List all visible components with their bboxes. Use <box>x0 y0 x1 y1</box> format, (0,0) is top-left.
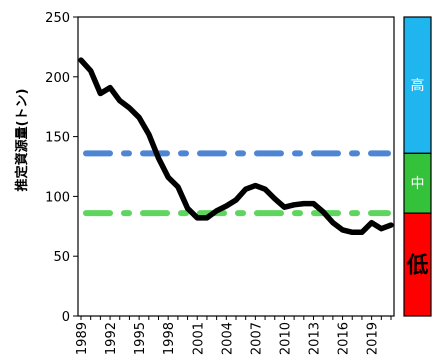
series-line-0 <box>78 57 394 236</box>
plot-frame <box>77 16 395 317</box>
level-band-label-1: 中 <box>411 176 425 192</box>
x-tick-label: 2013 <box>308 322 323 355</box>
x-tick-label: 1989 <box>75 322 90 355</box>
x-tick-label: 1995 <box>133 322 148 355</box>
x-tick-label: 2019 <box>366 322 381 355</box>
y-axis-label: 推定資源量(トン) <box>14 89 30 192</box>
y-tick-label: 250 <box>45 11 70 26</box>
level-bar: 高中低 <box>403 16 432 317</box>
level-band-2 <box>403 212 432 317</box>
x-axis-ticks: 1989 1992 1995 1998 2001 2004 2007 2010 2013 2016… <box>75 316 392 355</box>
y-tick-label: 0 <box>62 310 70 325</box>
y-axis-ticks: 0 50 100 150 200 250 <box>45 11 78 325</box>
reference-lines <box>83 150 391 217</box>
y-tick-label: 200 <box>45 71 70 86</box>
y-tick-label: 50 <box>53 250 70 265</box>
y-tick-label: 100 <box>45 190 70 205</box>
x-tick-label: 2007 <box>249 322 264 355</box>
x-tick-label: 2001 <box>191 322 206 355</box>
chart-series <box>78 57 394 236</box>
y-tick-label: 150 <box>45 131 70 146</box>
x-tick-label: 2010 <box>278 322 293 355</box>
x-tick-label: 1992 <box>104 322 119 355</box>
level-band-label-0: 高 <box>411 77 425 94</box>
level-band-label-2: 低 <box>405 254 428 279</box>
x-tick-label: 1998 <box>162 322 177 355</box>
level-band-1 <box>403 152 432 214</box>
chart-axes <box>77 16 395 317</box>
x-tick-label: 2016 <box>337 322 352 355</box>
x-tick-label: 2004 <box>220 322 235 355</box>
